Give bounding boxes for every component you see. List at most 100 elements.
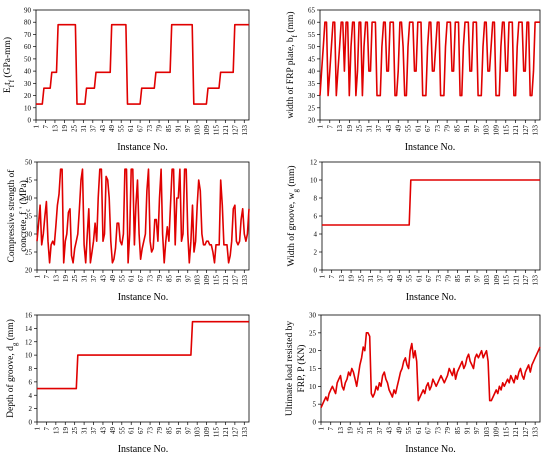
series-line <box>36 168 250 264</box>
x-tick-label: 31 <box>366 427 374 435</box>
x-tick-label: 127 <box>231 275 239 286</box>
y-tick-label: 10 <box>24 104 32 112</box>
x-tick-label: 109 <box>493 427 501 438</box>
x-tick-label: 85 <box>453 125 461 133</box>
x-tick-label: 37 <box>90 427 98 435</box>
x-tick-label: 7 <box>327 427 335 431</box>
x-tick-label: 37 <box>89 125 97 133</box>
x-tick-label: 115 <box>503 275 511 286</box>
x-tick-label: 13 <box>337 427 345 435</box>
y-tick-label: 14 <box>25 325 33 333</box>
x-tick-label: 13 <box>51 125 59 133</box>
x-tick-label: 7 <box>43 275 51 279</box>
x-tick-label: 97 <box>184 125 192 133</box>
x-tick-label: 115 <box>502 427 510 438</box>
x-tick-label: 13 <box>338 275 346 283</box>
x-tick-label: 19 <box>61 125 69 133</box>
x-tick-label: 85 <box>454 275 462 283</box>
x-tick-label: 91 <box>175 125 183 133</box>
y-tick-label: 50 <box>25 159 33 167</box>
y-tick-label: 20 <box>309 347 317 355</box>
x-tick-label: 103 <box>483 427 491 438</box>
x-tick-label: 67 <box>137 125 145 133</box>
x-tick-label: 91 <box>175 275 183 283</box>
y-tick-label: 70 <box>24 31 32 39</box>
chart-panel-5: 0 2 4 6 8 10 12 14 16 1 7 13 19 25 31 37 43 49 55 61 67 73 79 8… <box>5 312 250 455</box>
y-tick-label: 6 <box>314 213 318 221</box>
series-line <box>322 179 540 226</box>
x-tick-label: 7 <box>43 427 51 431</box>
plot-frame <box>319 9 541 121</box>
x-tick-label: 127 <box>231 427 239 438</box>
y-tick-label: 25 <box>309 329 317 337</box>
y-tick-label: 30 <box>309 312 317 320</box>
y-axis-label: Depth of groove, dg (mm) <box>5 319 19 418</box>
x-tick-label: 67 <box>424 125 432 133</box>
y-tick-label: 12 <box>310 159 318 167</box>
y-tick-label: 2 <box>29 405 33 413</box>
y-axis-label: width of FRP plate, bf (mm) <box>285 11 299 118</box>
x-tick-label: 85 <box>165 125 173 133</box>
x-tick-label: 67 <box>137 275 145 283</box>
x-tick-label: 67 <box>425 427 433 435</box>
x-tick-label: 79 <box>444 125 452 133</box>
x-tick-label: 133 <box>532 125 540 136</box>
y-tick-label: 35 <box>25 213 33 221</box>
x-tick-label: 55 <box>406 275 414 283</box>
x-tick-label: 97 <box>473 427 481 435</box>
x-tick-label: 127 <box>231 125 239 136</box>
x-tick-label: 73 <box>147 275 155 283</box>
x-tick-label: 79 <box>444 427 452 435</box>
x-tick-label: 103 <box>194 427 202 438</box>
y-tick-label: 6 <box>29 378 33 386</box>
y-tick-label: 10 <box>25 352 33 360</box>
x-tick-label: 1 <box>34 275 42 279</box>
series-line <box>37 320 249 390</box>
x-tick-label: 31 <box>80 125 88 133</box>
y-axis-label: FRP, P (KN) <box>296 345 307 393</box>
x-axis-label: Instance No. <box>406 292 457 303</box>
x-tick-label: 91 <box>175 427 183 435</box>
x-axis-label: Instance No. <box>405 444 456 455</box>
x-tick-label: 43 <box>99 427 107 435</box>
x-tick-label: 55 <box>118 125 126 133</box>
x-tick-label: 121 <box>222 427 230 438</box>
y-tick-label: 5 <box>313 401 317 409</box>
x-tick-label: 79 <box>156 427 164 435</box>
plot-frame <box>321 161 541 271</box>
x-tick-label: 7 <box>42 125 50 129</box>
x-tick-label: 1 <box>318 427 326 431</box>
y-tick-label: 4 <box>314 231 318 239</box>
x-tick-label: 73 <box>434 125 442 133</box>
x-tick-label: 97 <box>184 275 192 283</box>
y-tick-label: 45 <box>308 55 316 63</box>
series-line <box>320 331 541 409</box>
x-tick-label: 73 <box>147 427 155 435</box>
x-tick-label: 79 <box>156 275 164 283</box>
x-tick-label: 43 <box>99 125 107 133</box>
x-tick-label: 85 <box>454 427 462 435</box>
x-tick-label: 121 <box>512 125 520 136</box>
x-tick-label: 61 <box>415 427 423 435</box>
y-tick-label: 40 <box>308 68 316 76</box>
x-tick-label: 133 <box>532 275 540 286</box>
x-tick-label: 115 <box>213 275 221 286</box>
y-tick-label: 25 <box>308 104 316 112</box>
y-axis-label: Ultimate load resisted by <box>285 321 295 416</box>
x-tick-label: 19 <box>346 125 354 133</box>
x-tick-label: 37 <box>375 125 383 133</box>
y-tick-label: 25 <box>25 249 33 257</box>
x-tick-label: 25 <box>356 125 364 133</box>
y-tick-label: 40 <box>24 68 32 76</box>
y-tick-label: 0 <box>28 117 32 125</box>
y-axis-label: concrete, fc' (MPa) <box>18 180 32 252</box>
y-tick-label: 10 <box>310 177 318 185</box>
x-tick-label: 19 <box>62 275 70 283</box>
x-tick-label: 115 <box>502 125 510 136</box>
y-tick-label: 8 <box>314 195 318 203</box>
x-tick-label: 103 <box>483 125 491 136</box>
x-tick-label: 97 <box>473 125 481 133</box>
x-tick-label: 91 <box>464 275 472 283</box>
x-tick-label: 37 <box>377 275 385 283</box>
